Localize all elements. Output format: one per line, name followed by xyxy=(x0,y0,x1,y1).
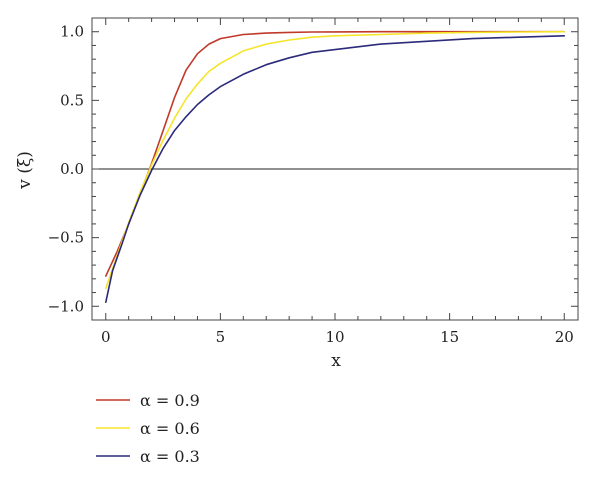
x-tick-label: 5 xyxy=(216,328,226,346)
series-line-1 xyxy=(105,30,566,277)
ticks-layer: 0 5 10 15 20 −1.0 −0.5 0.0 0.5 1.0 xyxy=(48,18,578,346)
x-tick-label: 15 xyxy=(440,328,459,346)
y-tick-label: −1.0 xyxy=(48,297,84,315)
legend-label: α = 0.9 xyxy=(140,391,200,410)
series-layer xyxy=(105,30,566,304)
x-tick-label: 0 xyxy=(101,328,111,346)
series-line-3 xyxy=(105,34,566,304)
y-axis-label: v (ξ) xyxy=(15,151,35,190)
y-tick-label: −0.5 xyxy=(48,229,84,247)
x-tick-label: 10 xyxy=(325,328,344,346)
series-line-2 xyxy=(105,30,566,290)
legend: α = 0.9 α = 0.6 α = 0.3 xyxy=(96,391,200,466)
y-tick-label: 0.5 xyxy=(60,91,84,109)
y-tick-label: 0.0 xyxy=(60,160,84,178)
legend-label: α = 0.3 xyxy=(140,447,200,466)
x-axis-label: x xyxy=(331,351,341,371)
x-tick-label: 20 xyxy=(555,328,574,346)
legend-label: α = 0.6 xyxy=(140,419,200,438)
y-tick-label: 1.0 xyxy=(60,23,84,41)
